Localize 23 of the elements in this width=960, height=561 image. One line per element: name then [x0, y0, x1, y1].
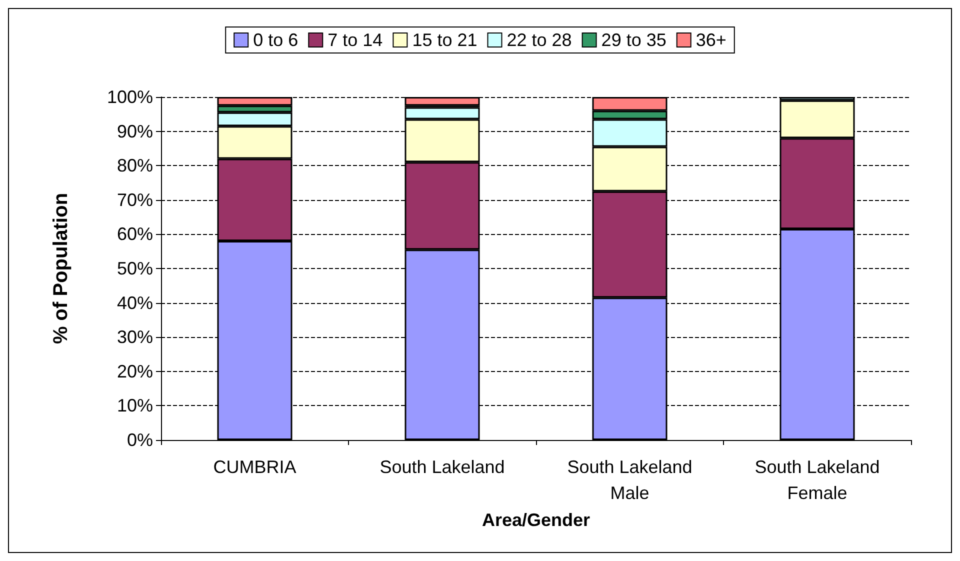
x-tick-label: South Lakeland Female — [754, 457, 880, 503]
x-axis-title: Area/Gender — [482, 510, 590, 530]
legend-label: 0 to 6 — [253, 30, 298, 50]
y-tick-label: 0% — [126, 430, 153, 450]
y-tick-label: 10% — [116, 396, 153, 416]
y-tick-label: 90% — [116, 121, 153, 142]
y-axis-title: % of Population — [50, 192, 72, 344]
y-tick-label: 30% — [116, 327, 153, 348]
legend-label: 29 to 35 — [601, 30, 666, 50]
y-tick-label: 50% — [116, 258, 153, 278]
y-tick-label: 40% — [116, 292, 153, 313]
legend-label: 7 to 14 — [328, 30, 383, 50]
x-tick-label: South Lakeland Male — [567, 457, 692, 503]
legend-label: 15 to 21 — [412, 30, 478, 50]
y-tick-label: 70% — [116, 190, 153, 210]
y-tick-label: 100% — [106, 87, 153, 107]
y-tick-label: 60% — [116, 224, 153, 244]
x-tick-label: South Lakeland — [380, 457, 505, 477]
legend-label: 36+ — [696, 30, 726, 50]
y-tick-label: 80% — [116, 156, 153, 176]
x-tick-label: CUMBRIA — [213, 457, 296, 477]
legend-label: 22 to 28 — [506, 30, 572, 50]
y-tick-label: 20% — [116, 361, 153, 382]
